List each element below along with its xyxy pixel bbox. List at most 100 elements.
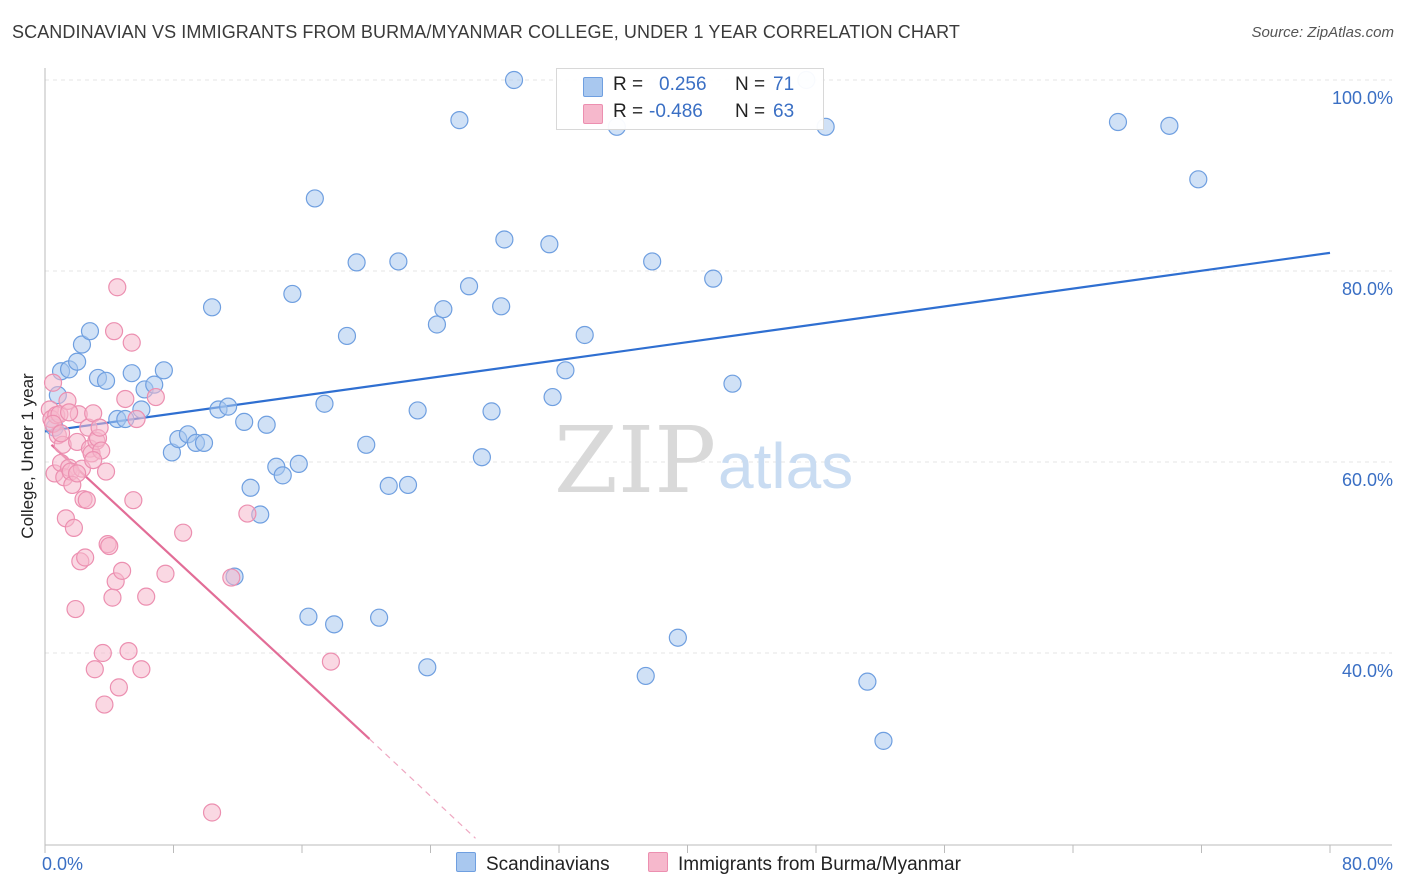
- burma-point: [93, 643, 112, 663]
- burma-point: [59, 403, 79, 422]
- legend-n-label: N =: [735, 101, 766, 122]
- source-label: Source: ZipAtlas.com: [1251, 24, 1394, 41]
- scandinavian-point: [202, 298, 222, 317]
- scandinavian-point: [556, 361, 575, 380]
- burma-point: [321, 652, 341, 671]
- scandinavian-point: [1160, 116, 1179, 135]
- scandinavian-point: [122, 364, 141, 383]
- scandinavian-point: [283, 284, 302, 304]
- scandinavian-point: [305, 189, 324, 208]
- legend-r-value: -0.486: [649, 101, 703, 122]
- burma-point: [119, 641, 138, 661]
- burma-point: [77, 491, 96, 510]
- x-tick-label: 0.0%: [42, 854, 83, 874]
- scandinavian-point: [154, 361, 173, 380]
- burma-point: [156, 564, 175, 583]
- scandinavian-point: [398, 475, 418, 495]
- legend-item-scandinavians: Scandinavians: [456, 852, 610, 876]
- trend-lines: [44, 251, 1331, 839]
- burma-point: [124, 491, 143, 510]
- legend-n-value: 71: [773, 74, 795, 95]
- scandinavian-point: [643, 252, 662, 271]
- burma-point: [127, 409, 146, 429]
- scandinavian-point: [370, 608, 389, 627]
- burma-point: [104, 322, 124, 341]
- scandinavian-point: [337, 326, 357, 346]
- y-tick-label: 60.0%: [1342, 470, 1393, 490]
- burma-point: [222, 568, 241, 587]
- burma-point: [84, 450, 103, 470]
- x-tick-label: 80.0%: [1342, 854, 1393, 874]
- scandinavian-point: [723, 374, 742, 393]
- burma-point: [132, 660, 151, 679]
- burma-point: [95, 695, 114, 714]
- scandinavian-point: [80, 322, 100, 341]
- burma-point: [112, 561, 132, 580]
- scandinavian-point: [357, 435, 376, 454]
- tick-labels: 100.0% 80.0% 60.0% 40.0% 0.0% 80.0%: [42, 88, 1393, 874]
- watermark-atlas: atlas: [718, 430, 853, 502]
- burma-point: [108, 278, 127, 297]
- legend-label: Scandinavians: [486, 854, 610, 875]
- scandinavian-point: [482, 402, 501, 421]
- scandinavian-point: [389, 252, 408, 271]
- scandinavian-point: [495, 230, 514, 249]
- scandinavian-point: [874, 731, 893, 750]
- burma-point: [76, 548, 95, 567]
- scandinavian-point: [325, 615, 344, 634]
- scandinavian-point: [72, 335, 92, 354]
- burma-point: [68, 464, 87, 483]
- scandinavian-point: [704, 269, 723, 288]
- burma-trend-line: [50, 444, 371, 740]
- scandinavian-point: [299, 607, 318, 626]
- legend-r-value: 0.256: [659, 74, 707, 95]
- scandinavian-point: [194, 433, 214, 452]
- burma-trend-extension: [369, 738, 476, 839]
- burma-point: [100, 536, 119, 556]
- scandinavian-point: [347, 253, 366, 272]
- burma-point: [43, 373, 63, 392]
- scandinavian-point: [1189, 170, 1208, 189]
- burma-point: [51, 424, 71, 443]
- burma-point: [90, 418, 109, 437]
- scandinavian-point: [273, 466, 292, 485]
- scandinavian-point: [504, 70, 524, 90]
- scandinavian-point: [434, 300, 453, 319]
- correlation-legend: R = 0.256 N = 71 R = -0.486 N = 63: [556, 68, 824, 130]
- burma-point: [96, 462, 116, 481]
- burma-point: [85, 660, 104, 679]
- y-tick-label: 80.0%: [1342, 279, 1393, 299]
- scandinavian-point: [636, 666, 655, 686]
- chart-title: SCANDINAVIAN VS IMMIGRANTS FROM BURMA/MY…: [12, 22, 960, 42]
- burma-point: [103, 588, 122, 607]
- scandinavian-point: [96, 371, 116, 390]
- scandinavian-point: [543, 387, 562, 407]
- y-tick-label: 40.0%: [1342, 661, 1393, 681]
- legend-label: Immigrants from Burma/Myanmar: [678, 854, 961, 875]
- legend-swatch-pink: [648, 852, 668, 872]
- scandinavian-point: [418, 658, 437, 677]
- scandinavian-point: [241, 478, 260, 497]
- scandinavian-point: [668, 628, 687, 647]
- scandinavian-point: [575, 325, 594, 345]
- scandinavian-point: [219, 397, 238, 416]
- scandinavian-point: [492, 297, 511, 316]
- legend-swatch-blue: [456, 852, 476, 872]
- scandinavian-point: [459, 277, 479, 296]
- legend-r-label: R =: [613, 101, 644, 122]
- burma-point: [137, 587, 156, 606]
- scandinavian-point: [315, 394, 334, 413]
- burma-point: [146, 387, 165, 407]
- scandinavian-point: [68, 352, 87, 371]
- legend-item-burma: Immigrants from Burma/Myanmar: [648, 852, 961, 876]
- scandinavian-point: [450, 111, 469, 130]
- legend-n-value: 63: [773, 101, 795, 122]
- burma-point: [238, 504, 257, 523]
- scandinavian-point: [540, 235, 559, 254]
- legend-swatch-pink: [583, 104, 603, 124]
- scandinavian-trend-line: [44, 251, 1331, 433]
- scandinavian-point: [858, 672, 877, 691]
- scandinavian-point: [408, 401, 427, 420]
- scandinavian-point: [472, 448, 491, 467]
